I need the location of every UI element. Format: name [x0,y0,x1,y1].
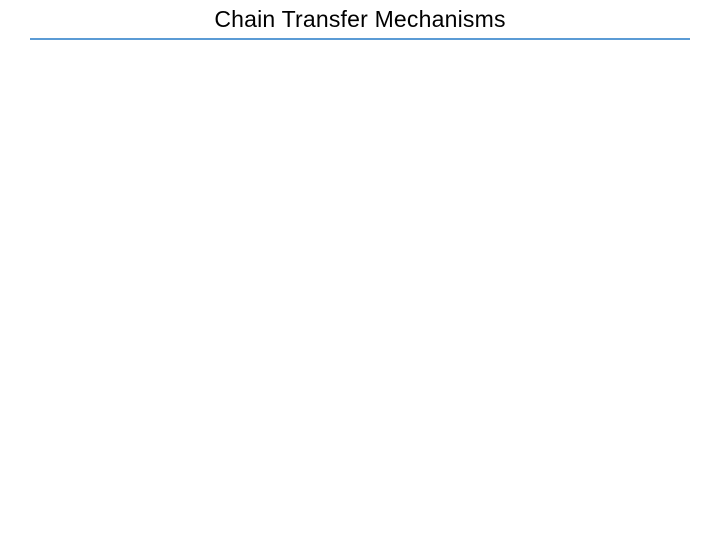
slide: Chain Transfer Mechanisms [0,0,720,540]
title-underline [30,38,690,40]
title-region: Chain Transfer Mechanisms [30,6,690,40]
slide-title: Chain Transfer Mechanisms [214,6,505,32]
